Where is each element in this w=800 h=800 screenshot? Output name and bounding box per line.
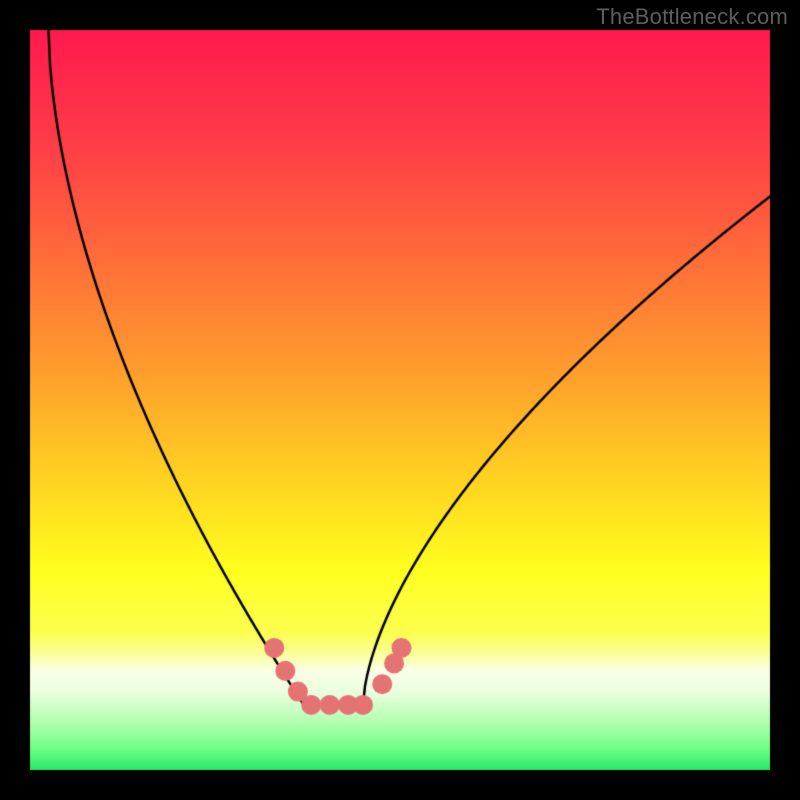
bottleneck-chart: [0, 0, 800, 800]
watermark-text: TheBottleneck.com: [596, 4, 788, 30]
